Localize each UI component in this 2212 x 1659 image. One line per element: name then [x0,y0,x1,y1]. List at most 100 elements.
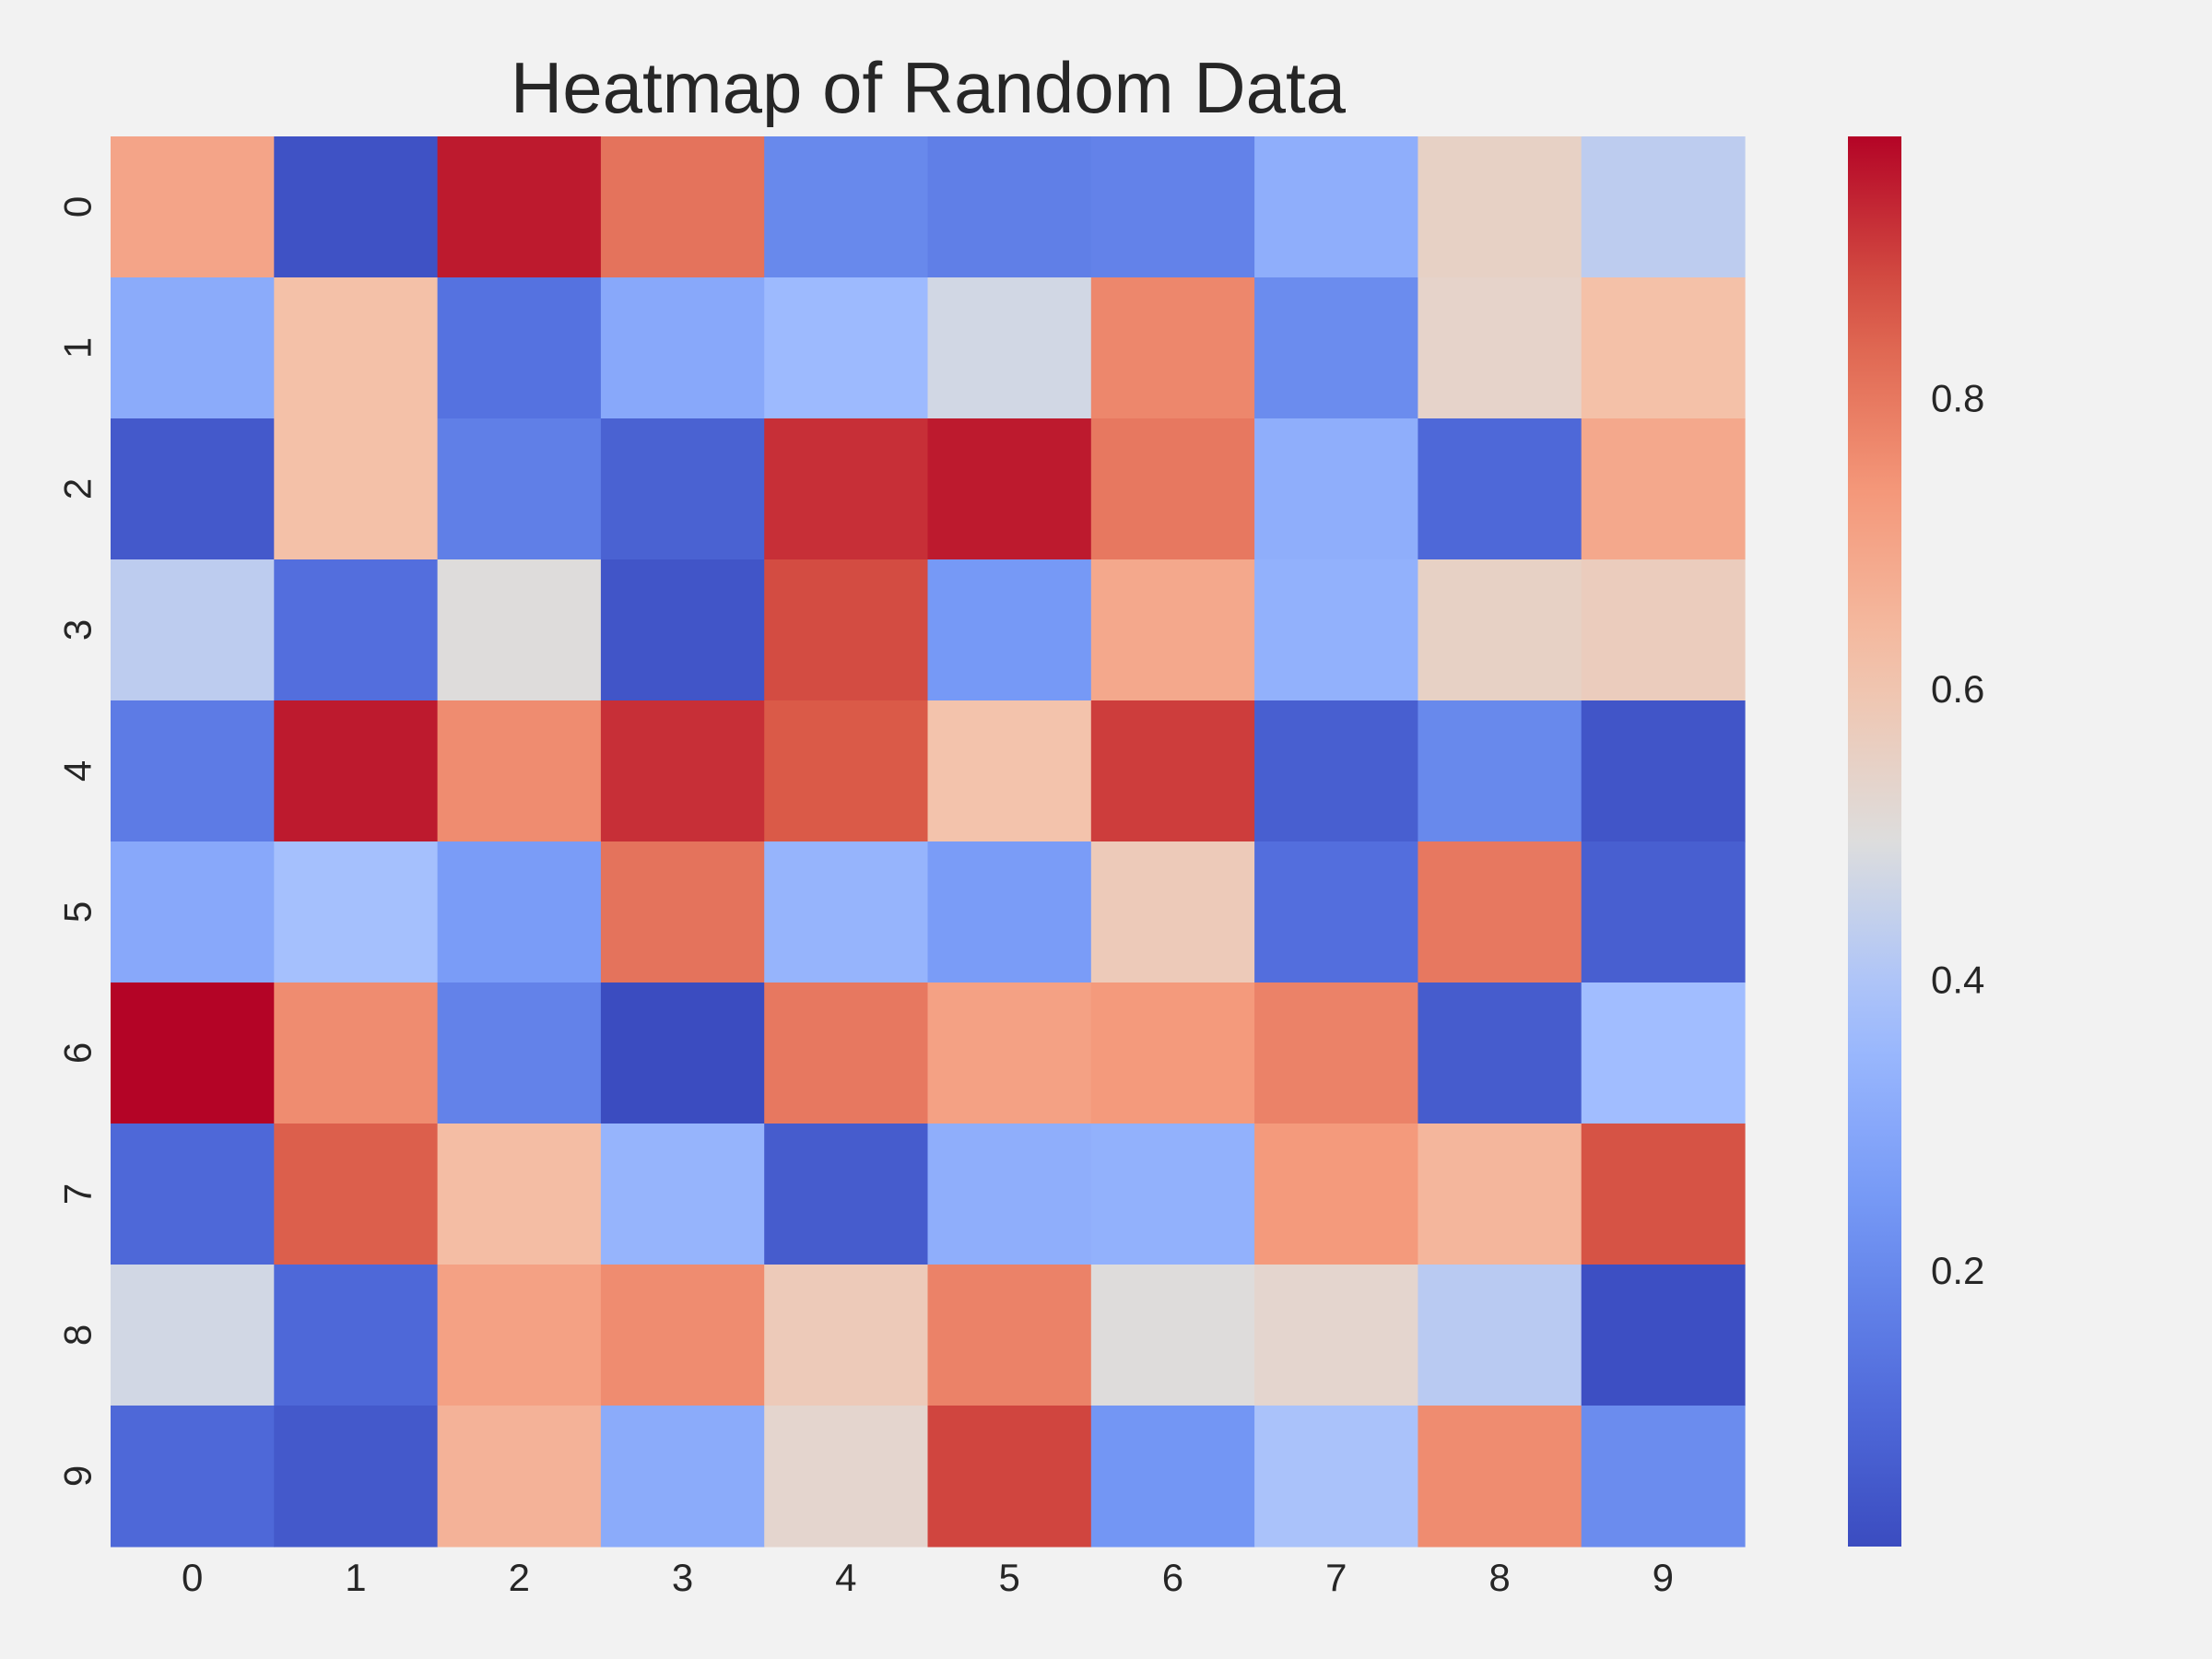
heatmap-cell [111,136,275,278]
heatmap-cell [764,841,929,983]
heatmap-cell [764,418,929,560]
heatmap-cell [1581,277,1746,419]
y-tick-label: 1 [56,337,100,359]
heatmap-cell [1254,1124,1418,1265]
x-tick-label: 4 [835,1556,856,1599]
heatmap-cell [274,1406,439,1547]
heatmap-cell [1090,1265,1255,1406]
heatmap-cell [1418,841,1583,983]
heatmap-cell [927,841,1092,983]
heatmap-cell [927,982,1092,1124]
heatmap-cell [927,700,1092,842]
heatmap-cell [437,559,602,701]
x-axis-ticks: 0 1 2 3 4 5 6 7 8 9 [182,1556,1674,1599]
colorbar-tick-label: 0.4 [1931,958,1984,1001]
heatmap-cell [927,136,1092,278]
heatmap-cell [437,1406,602,1547]
heatmap-cell [274,700,439,842]
heatmap-cell [764,136,929,278]
heatmap-cell [1254,559,1418,701]
y-tick-label: 7 [56,1183,100,1205]
colorbar-ticks: 0.2 0.4 0.6 0.8 [1931,376,1984,1291]
heatmap-cell [274,277,439,419]
colorbar-tick-label: 0.8 [1931,376,1984,419]
heatmap-cell [1581,700,1746,842]
x-tick-label: 7 [1325,1556,1347,1599]
heatmap-cell [1090,700,1255,842]
heatmap-cell [111,418,275,560]
heatmap-cell [437,418,602,560]
x-tick-label: 5 [998,1556,1019,1599]
heatmap-cell [1418,418,1583,560]
heatmap-cell [764,700,929,842]
heatmap-cell [1090,1406,1255,1547]
heatmap-cell [1418,700,1583,842]
heatmap-cell [1418,277,1583,419]
heatmap-cell [1418,1406,1583,1547]
x-tick-label: 2 [509,1556,530,1599]
heatmap-cell [111,559,275,701]
heatmap-cell [927,1124,1092,1265]
heatmap-cells [111,136,1746,1547]
heatmap-cell [111,700,275,842]
heatmap-cell [111,1406,275,1547]
heatmap-cell [1090,277,1255,419]
heatmap-cell [437,841,602,983]
heatmap-cell [111,1265,275,1406]
heatmap-cell [1581,1406,1746,1547]
y-tick-label: 3 [56,619,100,641]
colorbar-tick-label: 0.6 [1931,667,1984,711]
heatmap-cell [1581,982,1746,1124]
heatmap-cell [764,1265,929,1406]
heatmap-cell [1581,559,1746,701]
x-tick-label: 3 [672,1556,693,1599]
heatmap-cell [1581,1124,1746,1265]
heatmap-cell [764,1124,929,1265]
heatmap-cell [1581,1265,1746,1406]
heatmap-cell [600,418,765,560]
heatmap-cell [1090,982,1255,1124]
heatmap-cell [1254,418,1418,560]
heatmap-cell [1418,559,1583,701]
colorbar [1848,136,1901,1547]
heatmap-cell [1254,700,1418,842]
heatmap-cell [1254,277,1418,419]
heatmap-cell [1254,1265,1418,1406]
heatmap-cell [600,1124,765,1265]
heatmap-cell [111,1124,275,1265]
chart-title: Heatmap of Random Data [511,47,1347,128]
y-axis-ticks: 0 1 2 3 4 5 6 7 8 9 [56,196,100,1487]
y-tick-label: 8 [56,1324,100,1346]
heatmap-cell [927,277,1092,419]
heatmap-cell [437,1265,602,1406]
heatmap-cell [600,277,765,419]
heatmap-cell [1418,136,1583,278]
heatmap-cell [600,1265,765,1406]
heatmap-cell [1090,559,1255,701]
heatmap-cell [764,277,929,419]
heatmap-cell [274,559,439,701]
heatmap-cell [600,982,765,1124]
heatmap-cell [764,1406,929,1547]
x-tick-label: 0 [182,1556,203,1599]
heatmap-cell [927,559,1092,701]
y-tick-label: 4 [56,760,100,782]
heatmap-cell [1581,136,1746,278]
heatmap-cell [600,136,765,278]
x-tick-label: 9 [1653,1556,1674,1599]
heatmap-cell [1254,982,1418,1124]
heatmap-cell [437,982,602,1124]
heatmap-cell [274,1124,439,1265]
heatmap-cell [274,418,439,560]
heatmap-cell [111,841,275,983]
heatmap-cell [274,136,439,278]
heatmap-cell [111,277,275,419]
x-tick-label: 6 [1162,1556,1183,1599]
x-tick-label: 8 [1488,1556,1510,1599]
heatmap-cell [1581,418,1746,560]
heatmap-cell [764,559,929,701]
y-tick-label: 9 [56,1465,100,1487]
heatmap-cell [600,841,765,983]
heatmap-cell [764,982,929,1124]
